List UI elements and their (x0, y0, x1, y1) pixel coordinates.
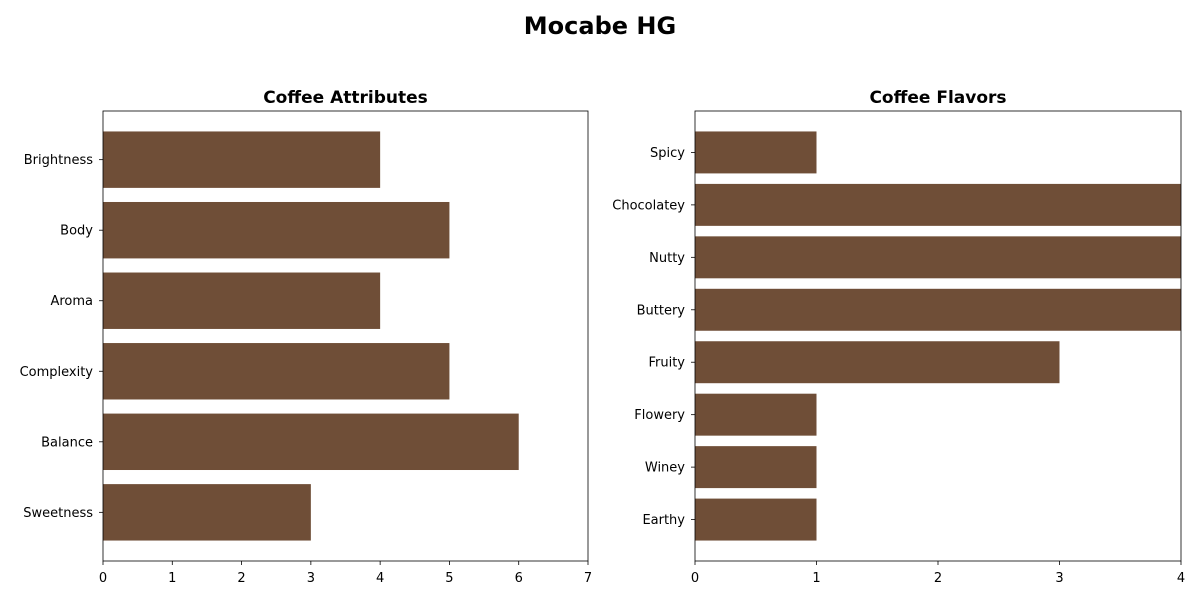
chart-2-ytick-label: Buttery (637, 303, 686, 318)
chart-1-xtick-label: 4 (376, 571, 384, 586)
chart-2-ytick-label: Earthy (642, 513, 685, 528)
chart-1-xtick-label: 0 (99, 571, 107, 586)
chart-2-bar-flowery (695, 393, 817, 436)
chart-2-bar-buttery (695, 288, 1181, 331)
chart-1-bar-sweetness (103, 484, 311, 541)
chart-1-bar-complexity (103, 343, 450, 400)
chart-2-ytick-label: Flowery (634, 408, 685, 423)
chart-1-axes-frame (102, 110, 589, 562)
chart-1-bar-aroma (103, 272, 381, 329)
chart-1-xtick-label: 7 (584, 571, 592, 586)
chart-2-axes-frame (694, 110, 1182, 562)
chart-1-ytick-label: Sweetness (23, 506, 93, 521)
chart-2-bar-fruity (695, 341, 1060, 384)
chart-2-bar-chocolatey (695, 183, 1181, 226)
chart-2-ytick-label: Chocolatey (612, 198, 685, 213)
chart-1-ytick-label: Complexity (20, 365, 94, 380)
chart-2-ytick-label: Fruity (648, 356, 685, 371)
chart-1-xtick-label: 2 (237, 571, 245, 586)
chart-1-ytick-label: Aroma (50, 294, 93, 309)
chart-2-xtick-label: 3 (1055, 571, 1063, 586)
chart-2-bar-spicy (695, 131, 817, 174)
chart-2-ytick-label: Nutty (649, 251, 685, 266)
chart-1-xtick-label: 5 (445, 571, 453, 586)
chart-2-xtick-label: 2 (934, 571, 942, 586)
chart-2-bar-winey (695, 446, 817, 489)
chart-1-bar-body (103, 201, 450, 259)
chart-1-bar-brightness (103, 131, 381, 188)
chart-2-xtick-label: 4 (1177, 571, 1185, 586)
chart-2-title: Coffee Flavors (869, 88, 1006, 108)
chart-1-bar-balance (103, 413, 519, 471)
chart-1-ytick-label: Brightness (24, 153, 93, 168)
chart-1-xtick-label: 6 (515, 571, 523, 586)
chart-2-ytick-label: Spicy (650, 146, 685, 161)
chart-2-xtick-label: 1 (812, 571, 820, 586)
chart-2-bar-earthy (695, 498, 817, 541)
chart-1-ytick-label: Balance (41, 435, 93, 450)
figure-title: Mocabe HG (524, 12, 676, 40)
chart-1-xtick-label: 3 (307, 571, 315, 586)
chart-2-bar-nutty (695, 236, 1181, 279)
chart-1-xtick-label: 1 (168, 571, 176, 586)
chart-2-ytick-label: Winey (645, 461, 685, 476)
chart-2-xtick-label: 0 (691, 571, 699, 586)
chart-1-ytick-label: Body (60, 224, 93, 239)
chart-1-title: Coffee Attributes (263, 88, 428, 108)
